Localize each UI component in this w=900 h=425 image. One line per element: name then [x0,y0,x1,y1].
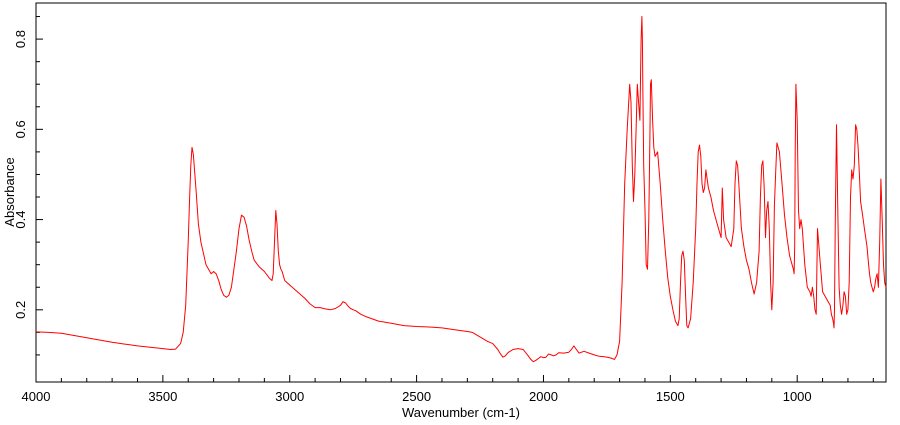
y-tick-label: 0.2 [13,301,28,319]
x-tick-label: 3000 [275,389,304,404]
x-tick-label: 1500 [656,389,685,404]
x-tick-label: 3500 [148,389,177,404]
y-axis-tick-labels: 0.2 0.4 0.6 0.8 [13,30,28,319]
y-tick-label: 0.4 [13,211,28,229]
y-axis-title: Absorbance [2,157,17,226]
plot-frame [35,2,887,383]
x-tick-label: 4000 [22,389,51,404]
absorbance-series-line [35,16,887,363]
x-axis-title: Wavenumber (cm-1) [402,405,520,420]
y-tick-label: 0.8 [13,30,28,48]
x-axis-tick-labels: 4000 3500 3000 2500 2000 1500 1000 [22,389,812,404]
x-tick-label: 1000 [783,389,812,404]
y-axis-ticks [36,16,43,356]
x-tick-label: 2000 [529,389,558,404]
x-tick-label: 2500 [402,389,431,404]
x-axis-ticks [35,375,874,382]
y-tick-label: 0.6 [13,120,28,138]
